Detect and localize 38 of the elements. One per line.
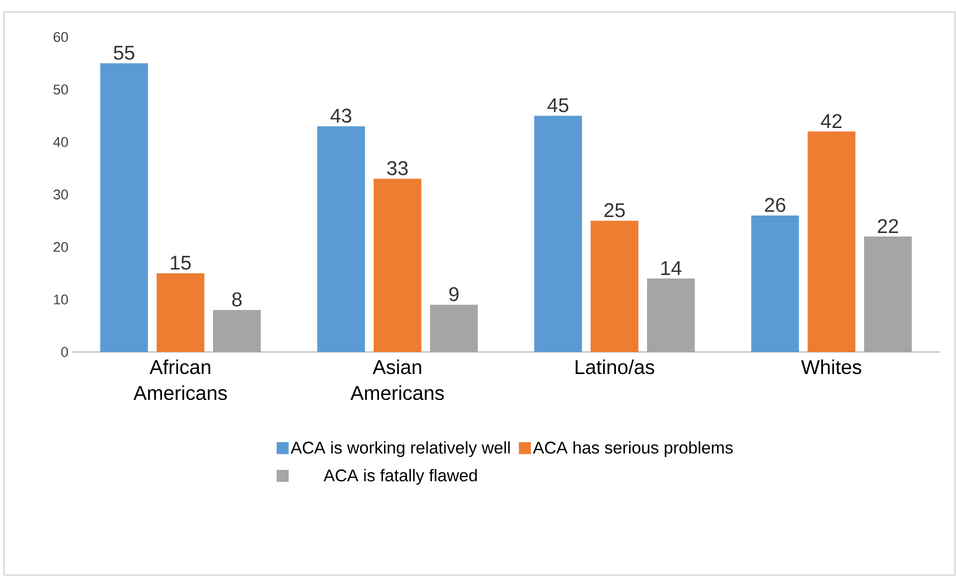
data-label: 45 [547, 98, 568, 112]
x-tick-label: Asian Americans [350, 360, 444, 400]
bar [374, 178, 422, 352]
data-label: 9 [449, 287, 459, 302]
x-tick-label: African Americans [133, 360, 227, 400]
legend-label: ACA is fatally flawed [324, 468, 477, 485]
y-tick-label: 30 [53, 190, 68, 200]
y-tick-label: 50 [54, 84, 68, 94]
bar [647, 278, 695, 352]
bar [317, 126, 365, 352]
y-tick-label: 10 [54, 294, 68, 304]
legend-label: ACA is working relatively well [290, 441, 510, 458]
bar [430, 304, 478, 352]
data-label: 22 [878, 219, 898, 233]
x-tick-label: Whites [801, 360, 862, 374]
data-label: 8 [232, 292, 242, 306]
data-label: 33 [387, 161, 408, 176]
legend-label: ACA has serious problems [532, 441, 733, 458]
bar [864, 236, 912, 352]
y-tick-label: 60 [54, 32, 68, 42]
bar [534, 116, 582, 352]
bar [590, 220, 638, 352]
bar [808, 132, 856, 352]
data-label: 26 [765, 198, 786, 212]
bar [100, 63, 148, 352]
data-label: 14 [661, 261, 682, 275]
x-tick-label: Latino/as [576, 360, 654, 374]
bar [213, 310, 261, 352]
y-tick-label: 20 [54, 242, 68, 252]
bar [156, 273, 204, 352]
data-label: 15 [170, 256, 191, 270]
data-label: 25 [604, 203, 625, 218]
y-tick-label: 40 [53, 137, 68, 147]
data-label: 55 [114, 46, 134, 60]
data-label: 43 [330, 108, 352, 123]
data-label: 42 [820, 114, 842, 128]
bar [751, 216, 799, 352]
y-tick-label: 0 [61, 347, 68, 357]
